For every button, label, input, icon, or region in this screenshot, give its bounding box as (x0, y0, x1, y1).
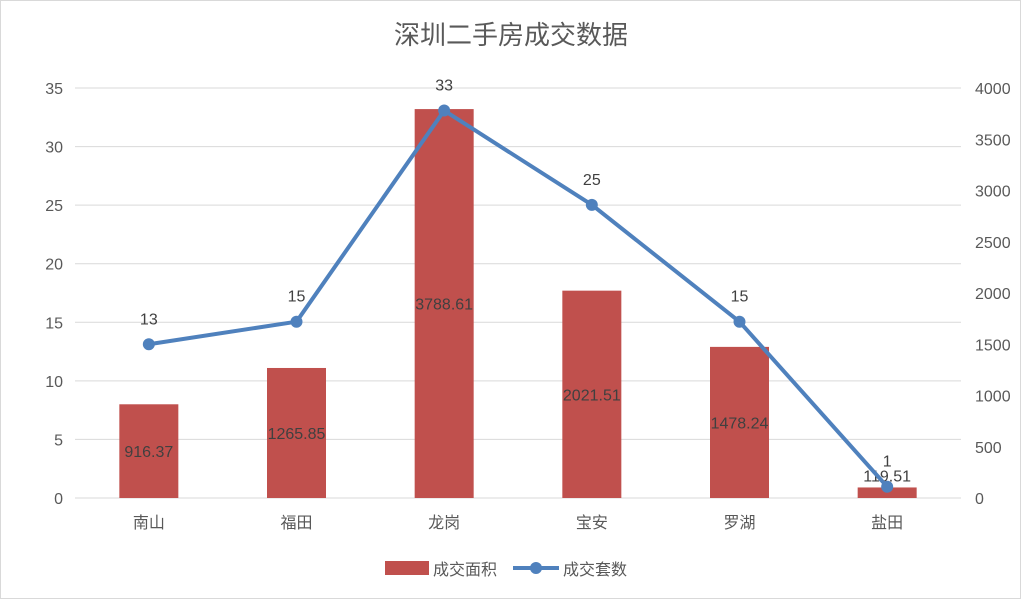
category-axis: 南山 福田 龙岗 宝安 罗湖 盐田 (133, 513, 903, 532)
right-tick-label: 1000 (975, 389, 1011, 406)
legend-line-label: 成交套数 (563, 560, 627, 579)
left-tick-label: 25 (45, 198, 63, 215)
line-series: 13 15 33 25 15 1 (140, 78, 894, 493)
left-tick-label: 35 (45, 81, 63, 98)
line-point (733, 315, 746, 328)
right-tick-label: 3000 (975, 184, 1011, 201)
left-tick-label: 0 (54, 491, 63, 508)
left-tick-label: 15 (45, 315, 63, 332)
line-data-label: 25 (583, 172, 601, 189)
legend-bar-label: 成交面积 (433, 560, 497, 579)
left-tick-label: 5 (54, 432, 63, 449)
line-path (148, 108, 889, 489)
left-tick-label: 10 (45, 374, 63, 391)
category-label: 南山 (133, 513, 165, 532)
chart-title: 深圳二手房成交数据 (394, 21, 628, 51)
right-tick-label: 2000 (975, 286, 1011, 303)
line-point (438, 104, 451, 117)
category-label: 龙岗 (428, 513, 460, 532)
right-tick-label: 500 (975, 440, 1002, 457)
bar (562, 290, 622, 498)
bar (267, 367, 326, 498)
right-tick-label: 2500 (975, 235, 1011, 252)
line-data-label: 15 (288, 289, 306, 306)
legend-bar-swatch (385, 561, 429, 575)
line-point (585, 198, 598, 211)
category-label: 盐田 (871, 513, 903, 532)
line-data-label: 13 (140, 311, 158, 328)
right-tick-label: 4000 (975, 81, 1011, 98)
bar-data-label: 916.37 (124, 444, 173, 461)
left-tick-label: 30 (45, 140, 63, 157)
legend-line-marker (530, 562, 542, 574)
left-tick-label: 20 (45, 257, 63, 274)
right-tick-label: 1500 (975, 337, 1011, 354)
line-point (881, 480, 894, 493)
legend: 成交面积 成交套数 (385, 560, 627, 579)
line-point (290, 315, 303, 328)
bar-data-label: 1478.24 (711, 415, 769, 432)
line-point (142, 338, 155, 351)
line-data-label: 15 (731, 289, 749, 306)
category-label: 宝安 (576, 513, 608, 532)
bar (119, 404, 179, 498)
line-data-label: 1 (883, 454, 892, 471)
line-data-label: 33 (435, 78, 453, 95)
right-tick-label: 3500 (975, 132, 1011, 149)
gridlines (75, 87, 961, 499)
bar-data-label: 3788.61 (415, 297, 473, 314)
bar-data-label: 2021.51 (563, 387, 621, 404)
left-axis: 0 5 10 15 20 25 30 35 (45, 81, 63, 508)
right-tick-label: 0 (975, 491, 984, 508)
bar (414, 109, 474, 498)
right-axis: 0 500 1000 1500 2000 2500 3000 3500 4000 (975, 81, 1011, 508)
category-label: 福田 (280, 513, 312, 532)
bar-data-label: 1265.85 (268, 426, 326, 443)
bar (857, 487, 917, 498)
bar (710, 346, 769, 498)
category-label: 罗湖 (723, 513, 755, 532)
